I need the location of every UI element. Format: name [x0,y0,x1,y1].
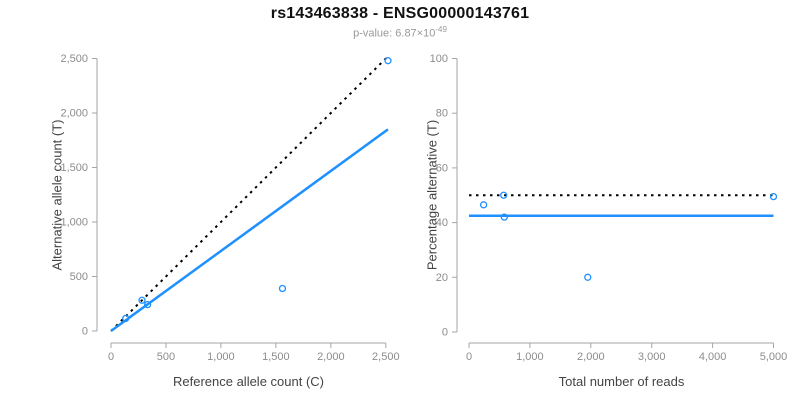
y-tick-label: 500 [70,271,88,283]
y-tick-label: 100 [430,53,448,65]
pvalue-subtitle: p-value: 6.87×10-49 [0,25,800,40]
data-point [122,314,130,323]
y-tick-label: 60 [436,162,448,174]
x-tick-label: 1,000 [207,351,235,363]
y-tick-label: 0 [82,326,88,338]
y-tick-label: 1,500 [60,162,88,174]
y-tick-label: 20 [436,272,448,284]
data-point [500,213,508,221]
x-tick-label: 500 [157,351,175,363]
data-point [384,57,392,65]
left-x-axis-title: Reference allele count (C) [172,374,325,389]
y-tick-label: 40 [436,217,448,229]
x-tick-label: 0 [108,351,114,363]
x-tick-label: 2,000 [317,351,345,363]
x-tick-label: 2,500 [372,351,400,363]
x-tick-label: 3,000 [638,351,666,363]
left-plot: 0 500 1,000 1,500 2,000 2,500 0 500 1,000 1,500 2,… [60,53,399,363]
data-point [500,191,508,199]
y-tick-label: 2,000 [60,108,88,120]
y-tick-label: 80 [436,108,448,120]
data-point [584,273,592,281]
x-tick-label: 5,000 [760,351,788,363]
data-point [479,201,488,209]
right-plot: 0 20 40 60 80 100 0 1,000 2,000 3,000 4,000 5,000 [430,53,788,363]
data-point [143,300,152,309]
pvalue-text: p-value: 6.87×10 [353,27,436,40]
data-point [769,192,778,201]
page-title: rs143463838 - ENSG00000143761 [270,5,530,22]
left-y-axis-title: Alternative allele count (T) [49,119,65,271]
data-point [278,284,287,293]
pvalue-exponent: -49 [435,25,447,34]
regression-line [110,128,389,333]
x-tick-label: 1,000 [516,351,544,363]
x-tick-label: 4,000 [699,351,727,363]
y-tick-label: 2,500 [60,53,88,65]
right-y-axis-title: Percentage alternative (T) [424,119,440,271]
right-x-axis-title: Total number of reads [558,374,685,389]
data-point [138,296,146,304]
y-tick-label: 1,000 [60,217,88,229]
x-tick-label: 0 [466,351,472,363]
x-tick-label: 1,500 [262,351,290,363]
x-tick-label: 2,000 [577,351,605,363]
y-tick-label: 0 [442,327,448,339]
identity-line [110,55,389,332]
